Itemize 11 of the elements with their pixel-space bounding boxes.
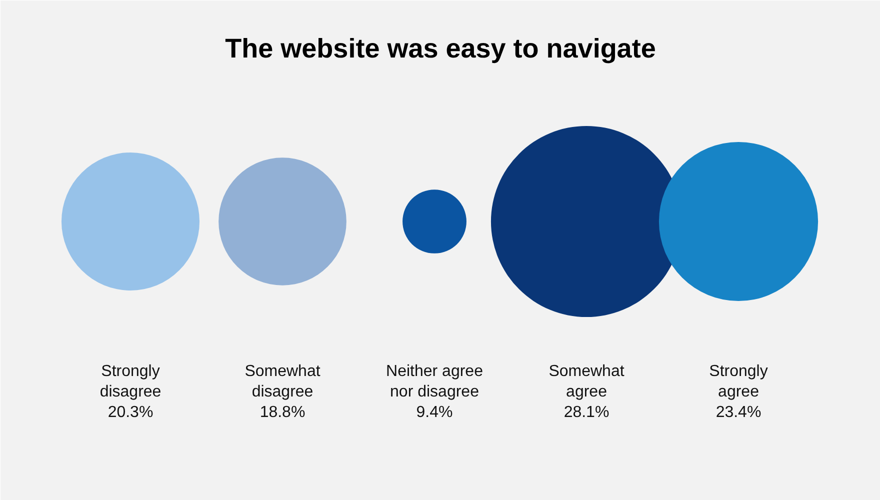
data-label: 18.8% bbox=[260, 404, 306, 421]
data-label: 28.1% bbox=[564, 404, 610, 421]
data-label: 9.4% bbox=[416, 404, 453, 421]
category-label: Strongly agree bbox=[709, 363, 768, 400]
category-label: Somewhat disagree bbox=[244, 363, 321, 400]
category-label: Neither agree nor disagree bbox=[386, 363, 484, 400]
category-label: Strongly disagree bbox=[100, 363, 162, 400]
data-label: 20.3% bbox=[108, 404, 154, 421]
text: The website was easy to navigate bbox=[225, 34, 656, 64]
category-label: Somewhat agree bbox=[548, 363, 625, 400]
data-label: 23.4% bbox=[716, 404, 762, 421]
